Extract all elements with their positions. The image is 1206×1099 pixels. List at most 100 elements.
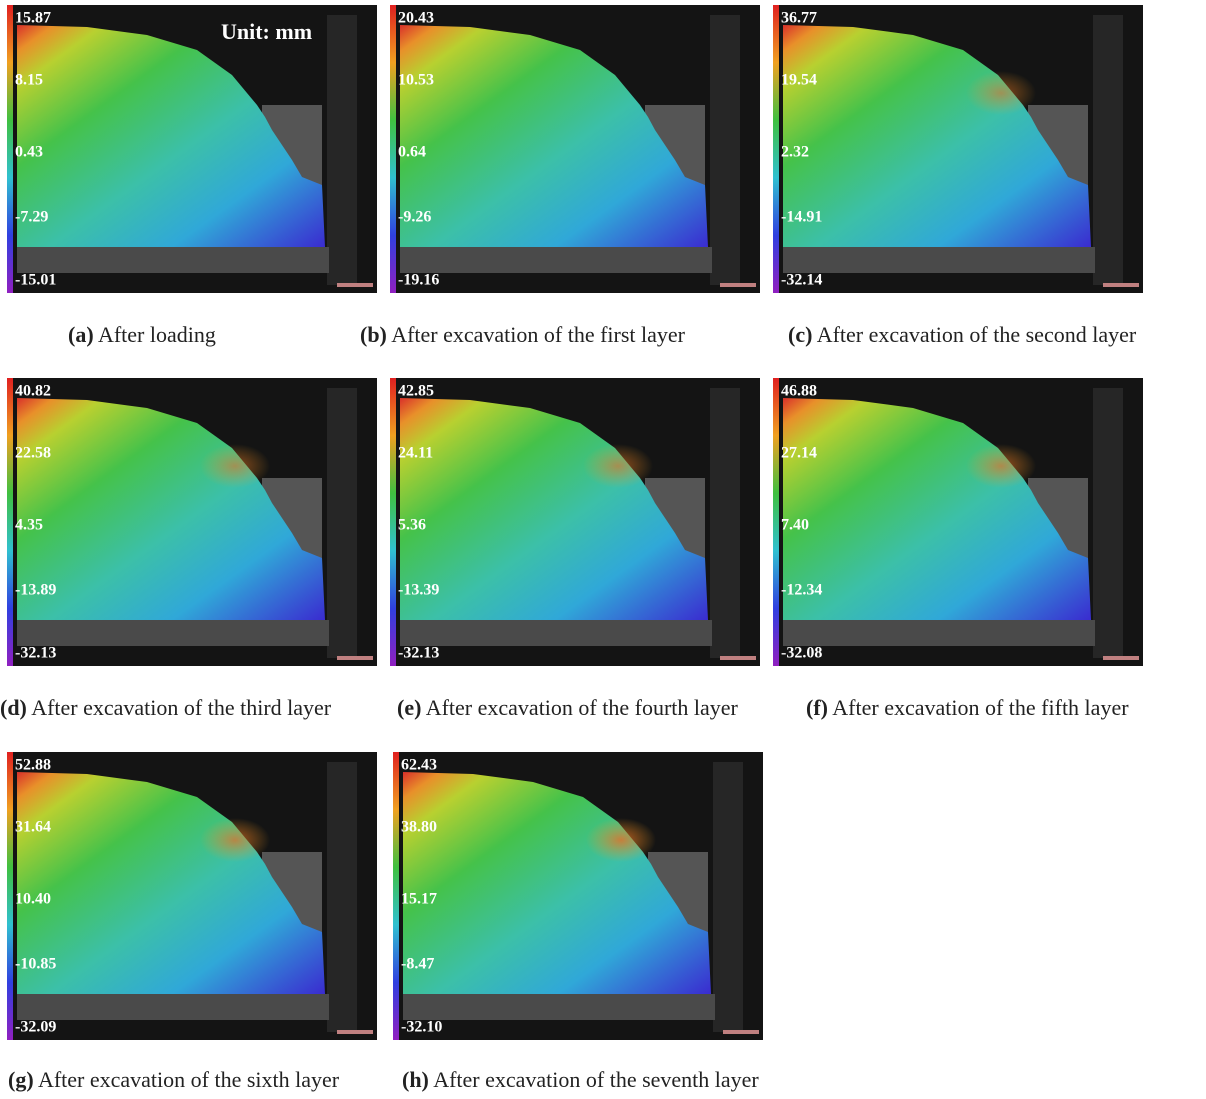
caption: (c) After excavation of the second layer: [788, 322, 1136, 348]
model-frame: [327, 388, 357, 658]
caption: (f) After excavation of the fifth layer: [806, 695, 1129, 721]
scale-label: 15.17: [401, 891, 437, 908]
caption-letter: (g): [8, 1067, 34, 1092]
scale-label: 36.77: [781, 10, 817, 27]
deformation-zone: [966, 444, 1036, 488]
caption-text: After excavation of the second layer: [817, 322, 1136, 347]
scale-label: 19.54: [781, 72, 817, 89]
scale-label: -13.39: [398, 582, 439, 599]
scale-label: 62.43: [401, 757, 437, 774]
scale-label: 38.80: [401, 819, 437, 836]
contour-image: 62.43 38.80 15.17 -8.47 -32.10: [393, 752, 763, 1040]
scale-label: -10.85: [15, 956, 56, 973]
ruler: [720, 283, 756, 287]
scale-label: 22.58: [15, 445, 51, 462]
panel: 62.43 38.80 15.17 -8.47 -32.10: [393, 752, 763, 1040]
scale-label: 46.88: [781, 383, 817, 400]
scale-label: 8.15: [15, 72, 43, 89]
scale-label: 24.11: [398, 445, 433, 462]
base-strip: [783, 620, 1095, 646]
caption-letter: (d): [0, 695, 27, 720]
model-frame: [713, 762, 743, 1032]
caption-text: After excavation of the sixth layer: [38, 1067, 339, 1092]
scale-label: -9.26: [398, 209, 431, 226]
ruler: [723, 1030, 759, 1034]
ruler: [337, 1030, 373, 1034]
model-frame: [327, 762, 357, 1032]
caption: (e) After excavation of the fourth layer: [397, 695, 738, 721]
scale-label: -32.08: [781, 645, 822, 662]
deformation-zone: [966, 71, 1036, 115]
scale-label: 40.82: [15, 383, 51, 400]
ruler: [337, 656, 373, 660]
caption-text: After excavation of the first layer: [391, 322, 685, 347]
ruler: [1103, 656, 1139, 660]
scale-bar: [393, 752, 399, 1040]
scale-label: -13.89: [15, 582, 56, 599]
scale-label: -8.47: [401, 956, 434, 973]
caption-text: After excavation of the fourth layer: [426, 695, 738, 720]
scale-label: -32.14: [781, 272, 822, 289]
caption: (h) After excavation of the seventh laye…: [402, 1067, 759, 1093]
scale-bar: [390, 5, 396, 293]
scale-label: 27.14: [781, 445, 817, 462]
scale-label: 2.32: [781, 144, 809, 161]
caption: (b) After excavation of the first layer: [360, 322, 685, 348]
scale-label: 5.36: [398, 517, 426, 534]
caption: (d) After excavation of the third layer: [0, 695, 331, 721]
contour-image: 40.8222.584.35-13.89-32.13: [7, 378, 377, 666]
scale-label: 10.53: [398, 72, 434, 89]
contour-image: 15.878.150.43-7.29-15.01Unit: mm: [7, 5, 377, 293]
deformation-zone: [200, 818, 270, 862]
scale-bar: [390, 378, 396, 666]
caption-text: After loading: [98, 322, 216, 347]
deformation-zone: [583, 444, 653, 488]
figure: {"unit_label": "Unit: mm", "panels": [ {…: [0, 0, 1206, 1099]
model-frame: [1093, 388, 1123, 658]
scale-bar: [773, 378, 779, 666]
caption-text: After excavation of the seventh layer: [433, 1067, 759, 1092]
scale-label: 0.43: [15, 144, 43, 161]
base-strip: [17, 247, 329, 273]
base-strip: [17, 620, 329, 646]
scale-label: -32.13: [398, 645, 439, 662]
scale-label: 52.88: [15, 757, 51, 774]
scale-label: -15.01: [15, 272, 56, 289]
scale-label: 4.35: [15, 517, 43, 534]
caption-letter: (f): [806, 695, 828, 720]
scale-label: -32.10: [401, 1019, 442, 1036]
model-frame: [710, 15, 740, 285]
ruler: [337, 283, 373, 287]
caption-letter: (b): [360, 322, 387, 347]
ruler: [720, 656, 756, 660]
base-strip: [17, 994, 329, 1020]
scale-label: -14.91: [781, 209, 822, 226]
scale-bar: [7, 5, 13, 293]
caption-text: After excavation of the fifth layer: [832, 695, 1128, 720]
scale-label: 15.87: [15, 10, 51, 27]
base-strip: [403, 994, 715, 1020]
scale-label: -7.29: [15, 209, 48, 226]
ruler: [1103, 283, 1139, 287]
base-strip: [400, 247, 712, 273]
scale-label: -12.34: [781, 582, 822, 599]
caption-letter: (a): [68, 322, 94, 347]
deformation-zone: [586, 818, 656, 862]
base-strip: [783, 247, 1095, 273]
caption-letter: (h): [402, 1067, 429, 1092]
scale-label: -32.09: [15, 1019, 56, 1036]
scale-bar: [773, 5, 779, 293]
model-frame: [1093, 15, 1123, 285]
base-strip: [400, 620, 712, 646]
caption-text: After excavation of the third layer: [31, 695, 331, 720]
contour-image: 36.77 19.54 2.32 -14.91 -32.14: [773, 5, 1143, 293]
panel: 36.77 19.54 2.32 -14.91 -32.14: [773, 5, 1143, 293]
